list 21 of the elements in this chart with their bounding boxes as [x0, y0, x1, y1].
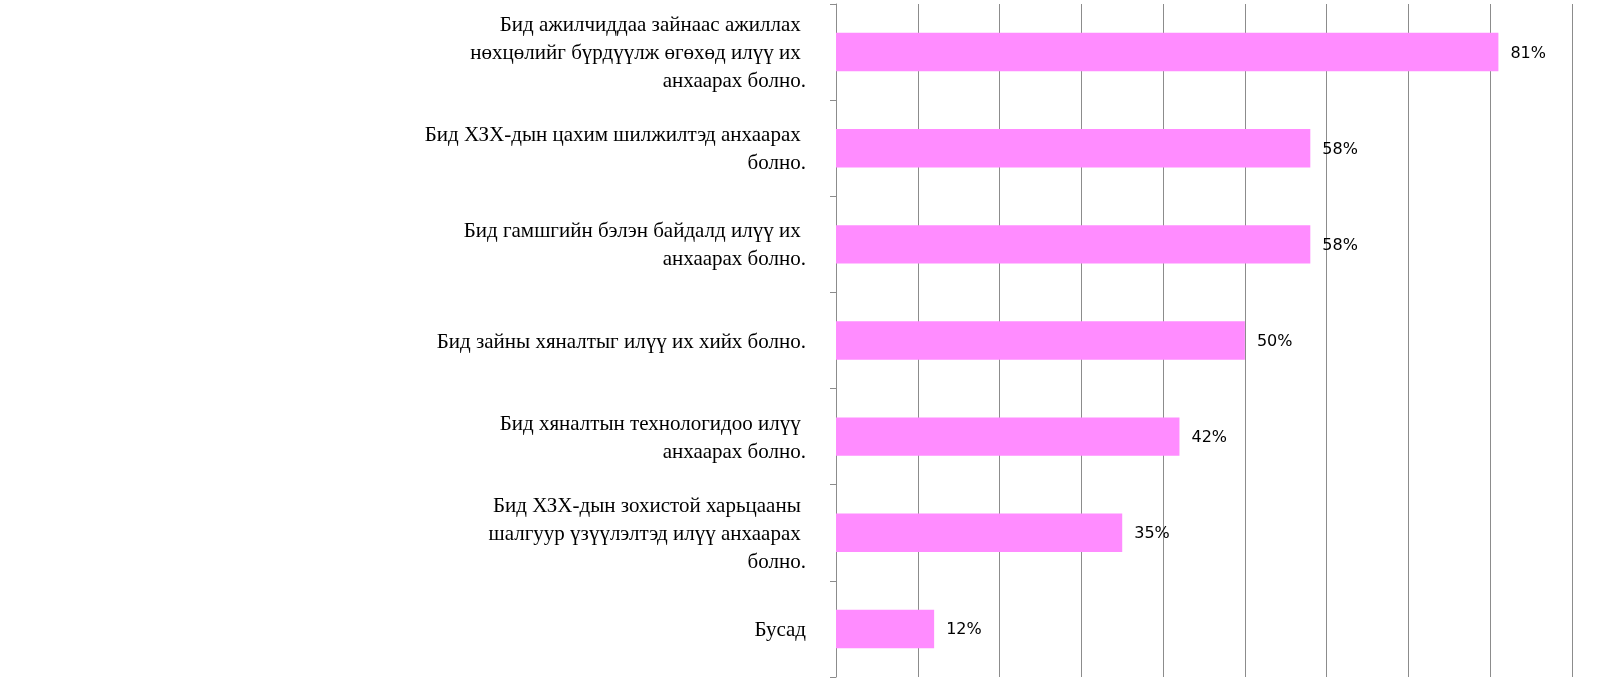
data-label: 12% — [946, 619, 982, 639]
data-label: 50% — [1256, 331, 1293, 350]
y-tick-label: Бусад — [754, 616, 807, 641]
bar — [836, 417, 1180, 456]
data-label: 35% — [1134, 523, 1170, 543]
bar — [836, 321, 1245, 360]
data-label: 42% — [1191, 427, 1228, 447]
y-tick-label: Бид хяналтын технологидоо илүү анхаарах болно. — [499, 410, 806, 463]
bar — [836, 32, 1499, 72]
y-tick-label: Бид зайны хяналтыг илүү их хийх болно. — [436, 328, 806, 353]
bar — [836, 128, 1311, 168]
bar — [836, 225, 1311, 264]
y-tick-label: Бид ажилчиддаа зайнаас ажиллах нөхцөлийг бүрдүүлж өгөхөд илүү их анхаарах болно. — [470, 12, 806, 93]
data-label: 58% — [1322, 234, 1358, 254]
y-tick-label: Бид ХЗХ-дын цахим шилжилтэд анхаарах болно. — [424, 122, 806, 175]
y-tick-label: Бид гамшгийн бэлэн байдалд илүү их анхаарах болно. — [463, 218, 806, 271]
data-label: 81% — [1510, 42, 1546, 62]
bar — [836, 609, 935, 649]
bar — [836, 513, 1123, 553]
y-tick-label: Бид ХЗХ-дын зохистой харьцааны шалгуур үзүүлэлтэд илүү анхаарах болно. — [488, 492, 806, 573]
data-label: 58% — [1322, 138, 1358, 158]
